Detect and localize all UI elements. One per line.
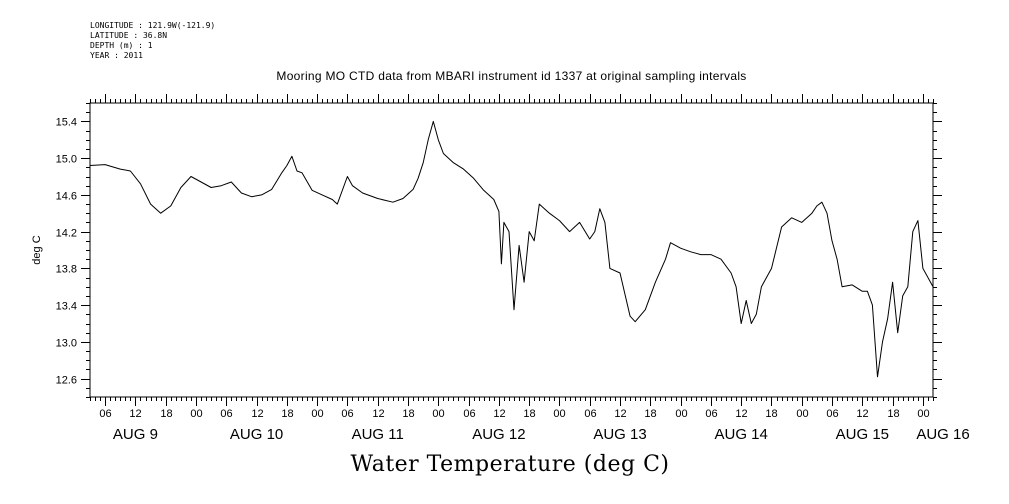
depth-label: DEPTH (m) : 1 bbox=[90, 41, 153, 50]
x-tick-label-hour: 00 bbox=[311, 408, 323, 420]
y-tick-label: 14.6 bbox=[56, 191, 77, 203]
x-tick-label-hour: 12 bbox=[493, 408, 505, 420]
x-tick-label-day: AUG 10 bbox=[230, 426, 283, 443]
x-tick-label-hour: 12 bbox=[129, 408, 141, 420]
y-tick-label: 15.4 bbox=[56, 117, 77, 129]
x-tick-label-hour: 18 bbox=[765, 408, 777, 420]
x-tick-label-day: AUG 12 bbox=[472, 426, 525, 443]
year-label: YEAR : 2011 bbox=[90, 51, 143, 60]
x-tick-label-hour: 06 bbox=[220, 408, 232, 420]
plot-frame bbox=[89, 102, 934, 398]
y-tick-label: 14.2 bbox=[56, 228, 77, 240]
x-tick-label-hour: 00 bbox=[553, 408, 565, 420]
latitude-label: LATITUDE : 36.8N bbox=[90, 31, 168, 40]
x-tick-label-day: AUG 14 bbox=[714, 426, 767, 443]
y-tick-label: 13.4 bbox=[56, 301, 77, 313]
x-tick-label-hour: 12 bbox=[251, 408, 263, 420]
series-line bbox=[89, 120, 934, 378]
y-tick-label: 12.6 bbox=[56, 375, 77, 387]
x-tick-label-hour: 12 bbox=[372, 408, 384, 420]
y-tick-label: 15.0 bbox=[56, 154, 77, 166]
x-tick-label-hour: 18 bbox=[523, 408, 535, 420]
x-tick-label-day: AUG 16 bbox=[916, 426, 969, 443]
metadata-block: LONGITUDE : 121.9W(-121.9) LATITUDE : 36… bbox=[90, 21, 215, 61]
x-tick-label-hour: 00 bbox=[675, 408, 687, 420]
x-tick-label-day: AUG 13 bbox=[593, 426, 646, 443]
x-tick-label-hour: 06 bbox=[341, 408, 353, 420]
x-tick-label-hour: 12 bbox=[735, 408, 747, 420]
x-tick-label-hour: 18 bbox=[160, 408, 172, 420]
x-tick-label-hour: 12 bbox=[614, 408, 626, 420]
x-tick-label-hour: 06 bbox=[826, 408, 838, 420]
x-axis-label: Water Temperature (deg C) bbox=[350, 452, 670, 477]
x-tick-label-hour: 12 bbox=[856, 408, 868, 420]
x-tick-label-hour: 00 bbox=[796, 408, 808, 420]
x-tick-label-hour: 18 bbox=[644, 408, 656, 420]
y-tick-label: 13.8 bbox=[56, 264, 77, 276]
y-axis-label: deg C bbox=[31, 235, 43, 264]
x-tick-label-hour: 06 bbox=[584, 408, 596, 420]
x-tick-label-day: AUG 9 bbox=[113, 426, 158, 443]
x-tick-label-hour: 06 bbox=[705, 408, 717, 420]
x-tick-label-hour: 18 bbox=[281, 408, 293, 420]
x-tick-label-hour: 00 bbox=[190, 408, 202, 420]
x-tick-label-hour: 00 bbox=[917, 408, 929, 420]
x-tick-label-hour: 00 bbox=[432, 408, 444, 420]
longitude-label: LONGITUDE : 121.9W(-121.9) bbox=[90, 21, 216, 30]
x-tick-label-hour: 18 bbox=[402, 408, 414, 420]
x-tick-label-hour: 18 bbox=[887, 408, 899, 420]
x-tick-label-hour: 06 bbox=[99, 408, 111, 420]
chart-title: Mooring MO CTD data from MBARI instrumen… bbox=[276, 69, 747, 83]
x-tick-label-day: AUG 15 bbox=[836, 426, 889, 443]
y-tick-label: 13.0 bbox=[56, 338, 77, 350]
x-tick-label-hour: 06 bbox=[463, 408, 475, 420]
x-tick-label-day: AUG 11 bbox=[352, 426, 404, 443]
